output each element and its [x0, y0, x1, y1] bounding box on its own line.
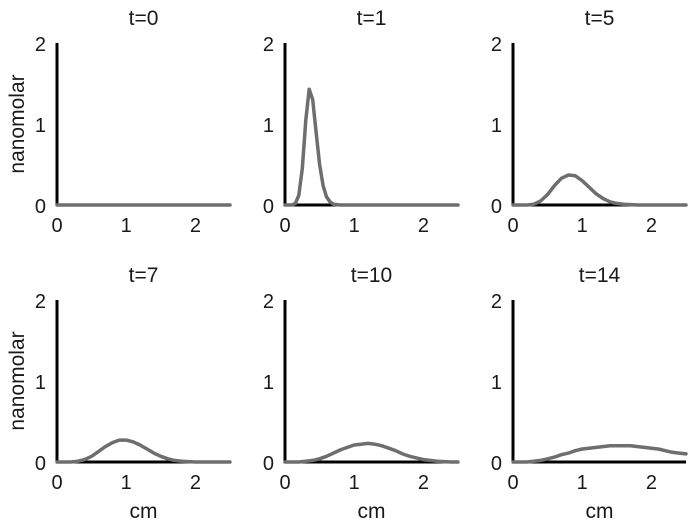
- x-tick-label: 0: [507, 472, 518, 494]
- y-axis-label: nanomolar: [6, 74, 29, 173]
- y-tick-label: 2: [491, 34, 502, 56]
- x-axis-label: cm: [358, 500, 386, 523]
- x-tick-label: 0: [51, 472, 62, 494]
- panel-1: t=0 0 1 2 0 1 2 nanomolar: [6, 7, 232, 237]
- y-tick-label: 2: [263, 34, 274, 56]
- x-tick-label: 1: [577, 215, 588, 237]
- y-tick-label: 2: [35, 34, 46, 56]
- panel-4: t=7 0 1 2 0 1 2 nanomolar cm: [6, 264, 232, 523]
- y-tick-label: 2: [491, 291, 502, 313]
- y-tick-label: 0: [491, 196, 502, 218]
- y-tick-label: 2: [263, 291, 274, 313]
- y-tick-label: 1: [263, 372, 274, 394]
- y-tick-label: 2: [35, 291, 46, 313]
- concentration-curve: [511, 444, 688, 464]
- x-tick-label: 2: [190, 215, 201, 237]
- panel-2: t=1 0 1 2 0 1 2: [263, 7, 460, 237]
- x-tick-label: 1: [121, 472, 132, 494]
- panel-3: t=5 0 1 2 0 1 2: [491, 7, 688, 237]
- y-tick-label: 1: [35, 115, 46, 137]
- concentration-curve: [55, 438, 232, 464]
- x-tick-label: 0: [279, 215, 290, 237]
- panel-title: t=10: [351, 264, 392, 287]
- x-tick-label: 0: [51, 215, 62, 237]
- concentration-curve: [511, 173, 688, 207]
- panel-title: t=0: [129, 7, 159, 30]
- panel-5: t=10 0 1 2 0 1 2 cm: [263, 264, 460, 523]
- y-tick-label: 1: [35, 372, 46, 394]
- y-tick-label: 0: [491, 453, 502, 475]
- panel-title: t=7: [129, 264, 159, 287]
- x-tick-label: 2: [418, 472, 429, 494]
- x-tick-label: 2: [646, 472, 657, 494]
- x-tick-label: 0: [507, 215, 518, 237]
- x-tick-label: 1: [349, 472, 360, 494]
- x-tick-label: 1: [121, 215, 132, 237]
- y-tick-label: 0: [35, 196, 46, 218]
- concentration-curve: [283, 87, 460, 207]
- y-axis-label: nanomolar: [6, 331, 29, 430]
- x-tick-label: 0: [279, 472, 290, 494]
- x-tick-label: 2: [646, 215, 657, 237]
- y-tick-label: 1: [263, 115, 274, 137]
- y-tick-label: 0: [263, 453, 274, 475]
- panel-6: t=14 0 1 2 0 1 2 cm: [491, 264, 688, 523]
- y-tick-label: 1: [491, 372, 502, 394]
- x-tick-label: 1: [577, 472, 588, 494]
- y-tick-label: 0: [35, 453, 46, 475]
- panel-title: t=1: [357, 7, 387, 30]
- x-tick-label: 2: [418, 215, 429, 237]
- x-tick-label: 1: [349, 215, 360, 237]
- y-tick-label: 1: [491, 115, 502, 137]
- y-tick-label: 0: [263, 196, 274, 218]
- panel-title: t=5: [585, 7, 615, 30]
- concentration-curve: [283, 441, 460, 464]
- x-axis-label: cm: [586, 500, 614, 523]
- x-axis-label: cm: [130, 500, 158, 523]
- x-tick-label: 2: [190, 472, 201, 494]
- panel-title: t=14: [579, 264, 621, 287]
